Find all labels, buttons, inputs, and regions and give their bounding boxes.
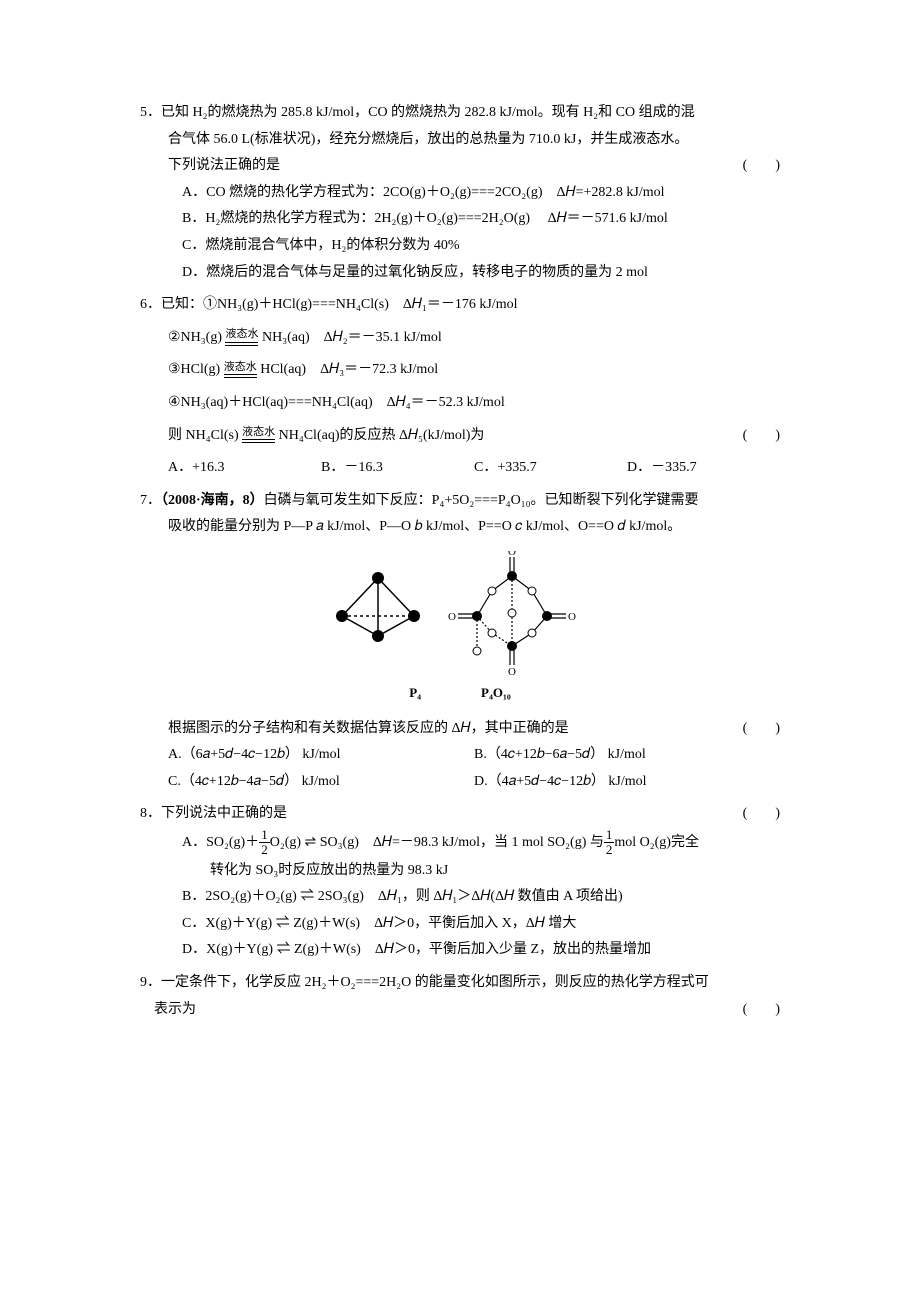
svg-text:O: O bbox=[508, 666, 516, 678]
q5-optD: D．燃烧后的混合气体与足量的过氧化钠反应，转移电子的物质的量为 2 mol bbox=[140, 260, 780, 287]
q7-optD: D.（4𝑎+5𝑑−4𝑐−12𝑏） kJ/mol bbox=[474, 769, 780, 796]
q8-paren: ( ) bbox=[743, 801, 780, 828]
p4-structure-icon bbox=[328, 566, 438, 666]
q6-l5b: NH₄Cl(aq)的反应热 Δ𝐻₅(kJ/mol)为 bbox=[279, 428, 485, 443]
q9-number: 9． bbox=[140, 975, 161, 990]
q7-optC: C.（4𝑐+12𝑏−4𝑎−5𝑑） kJ/mol bbox=[168, 769, 474, 796]
q7-stem3-row: 根据图示的分子结构和有关数据估算该反应的 Δ𝐻，其中正确的是 ( ) bbox=[140, 716, 780, 743]
q5-stem3: 下列说法正确的是 bbox=[168, 158, 280, 173]
q7-stem-line1: 7．（2008·海南，8）白磷与氧可发生如下反应：P₄+5O₂===P₄O₁₀。… bbox=[140, 488, 780, 515]
q7-number: 7． bbox=[140, 493, 161, 508]
question-7: 7．（2008·海南，8）白磷与氧可发生如下反应：P₄+5O₂===P₄O₁₀。… bbox=[140, 488, 780, 796]
q7-stem1: 白磷与氧可发生如下反应：P₄+5O₂===P₄O₁₀。已知断裂下列化学键需要 bbox=[264, 493, 699, 508]
q6-l2b: NH₃(aq) Δ𝐻₂＝－35.1 kJ/mol bbox=[262, 330, 442, 345]
q5-paren: ( ) bbox=[743, 153, 780, 180]
q9-stem1: 一定条件下，化学反应 2H₂＋O₂===2H₂O 的能量变化如图所示，则反应的热… bbox=[161, 975, 709, 990]
q6-l2-cond: 液态水 bbox=[225, 328, 258, 346]
q5-stem2: 合气体 56.0 L(标准状况)，经充分燃烧后，放出的总热量为 710.0 kJ… bbox=[140, 127, 780, 154]
q8-frac2: 12 bbox=[604, 828, 615, 858]
q8-A1: A．SO₂(g)＋ bbox=[182, 835, 259, 850]
q7-fig-label1: P₄ bbox=[409, 681, 421, 706]
q5-stem1: 已知 H₂的燃烧热为 285.8 kJ/mol，CO 的燃烧热为 282.8 k… bbox=[161, 105, 695, 120]
svg-text:O: O bbox=[568, 611, 576, 623]
q6-l5a: 则 NH₄Cl(s) bbox=[168, 428, 239, 443]
q7-stem2: 吸收的能量分别为 P—P 𝑎 kJ/mol、P—O 𝑏 kJ/mol、P==O … bbox=[140, 514, 780, 541]
q6-stem1: 已知：①NH₃(g)＋HCl(g)===NH₄Cl(s) Δ𝐻₁＝－176 kJ… bbox=[161, 297, 517, 312]
p4o10-structure-icon: O O O O bbox=[442, 551, 592, 681]
q6-l5-cond: 液态水 bbox=[242, 426, 275, 444]
question-8: 8．下列说法中正确的是 ( ) A．SO₂(g)＋12O₂(g) ⇌ SO₃(g… bbox=[140, 801, 780, 964]
q7-source: （2008·海南，8） bbox=[161, 493, 264, 508]
q5-optA: A．CO 燃烧的热化学方程式为：2CO(g)＋O₂(g)===2CO₂(g) Δ… bbox=[140, 180, 780, 207]
q7-optA: A.（6𝑎+5𝑑−4𝑐−12𝑏） kJ/mol bbox=[168, 742, 474, 769]
q8-number: 8． bbox=[140, 806, 161, 821]
q6-paren: ( ) bbox=[743, 423, 780, 450]
q8-optA-line2: 转化为 SO₃时反应放出的热量为 98.3 kJ bbox=[140, 858, 780, 885]
q7-stem3: 根据图示的分子结构和有关数据估算该反应的 Δ𝐻，其中正确的是 bbox=[168, 721, 569, 736]
q6-l3-cond: 液态水 bbox=[224, 361, 257, 379]
q7-options-row2: C.（4𝑐+12𝑏−4𝑎−5𝑑） kJ/mol D.（4𝑎+5𝑑−4𝑐−12𝑏）… bbox=[140, 769, 780, 796]
q6-stem-line1: 6．已知：①NH₃(g)＋HCl(g)===NH₄Cl(s) Δ𝐻₁＝－176 … bbox=[140, 292, 780, 319]
page-container: 5．已知 H₂的燃烧热为 285.8 kJ/mol，CO 的燃烧热为 282.8… bbox=[70, 0, 850, 1089]
q8-optA-line1: A．SO₂(g)＋12O₂(g) ⇌ SO₃(g) Δ𝐻=－98.3 kJ/mo… bbox=[140, 828, 780, 858]
q6-l3a: ③HCl(g) bbox=[168, 362, 220, 377]
q9-stem-line1: 9．一定条件下，化学反应 2H₂＋O₂===2H₂O 的能量变化如图所示，则反应… bbox=[140, 970, 780, 997]
q6-optA: A．+16.3 bbox=[168, 455, 321, 482]
q9-stem2: 表示为 bbox=[154, 1002, 196, 1017]
q5-stem-line1: 5．已知 H₂的燃烧热为 285.8 kJ/mol，CO 的燃烧热为 282.8… bbox=[140, 100, 780, 127]
q5-optC: C．燃烧前混合气体中，H₂的体积分数为 40% bbox=[140, 233, 780, 260]
q7-fig-label2: P₄O₁₀ bbox=[481, 681, 511, 706]
q6-l3b: HCl(aq) Δ𝐻₃＝－72.3 kJ/mol bbox=[260, 362, 438, 377]
q9-stem2-row: 表示为 ( ) bbox=[140, 997, 780, 1024]
q7-figure: O O O O P₄ P₄O₁₀ bbox=[140, 551, 780, 706]
q5-number: 5． bbox=[140, 105, 161, 120]
q6-line5: 则 NH₄Cl(s) 液态水 NH₄Cl(aq)的反应热 Δ𝐻₅(kJ/mol)… bbox=[140, 423, 780, 450]
q8-stem: 下列说法中正确的是 bbox=[161, 806, 287, 821]
q7-options-row1: A.（6𝑎+5𝑑−4𝑐−12𝑏） kJ/mol B.（4𝑐+12𝑏−6𝑎−5𝑑）… bbox=[140, 742, 780, 769]
q5-stem3-row: 下列说法正确的是 ( ) bbox=[140, 153, 780, 180]
svg-text:O: O bbox=[508, 551, 516, 558]
q6-line3: ③HCl(g) 液态水 HCl(aq) Δ𝐻₃＝－72.3 kJ/mol bbox=[140, 357, 780, 384]
q8-A2: O₂(g) ⇌ SO₃(g) Δ𝐻=－98.3 kJ/mol，当 1 mol S… bbox=[270, 835, 604, 850]
q9-paren: ( ) bbox=[743, 997, 780, 1024]
q6-optB: B．－16.3 bbox=[321, 455, 474, 482]
q8-frac1: 12 bbox=[259, 828, 270, 858]
q6-number: 6． bbox=[140, 297, 161, 312]
q7-paren: ( ) bbox=[743, 716, 780, 743]
q6-line4: ④NH₃(aq)＋HCl(aq)===NH₄Cl(aq) Δ𝐻₄＝－52.3 k… bbox=[140, 390, 780, 417]
q6-l2a: ②NH₃(g) bbox=[168, 330, 222, 345]
q8-optB: B．2SO₂(g)＋O₂(g) ⇌ 2SO₃(g) Δ𝐻₁，则 Δ𝐻₁＞Δ𝐻(Δ… bbox=[140, 884, 780, 911]
q6-line2: ②NH₃(g) 液态水 NH₃(aq) Δ𝐻₂＝－35.1 kJ/mol bbox=[140, 325, 780, 352]
svg-text:O: O bbox=[448, 611, 456, 623]
question-6: 6．已知：①NH₃(g)＋HCl(g)===NH₄Cl(s) Δ𝐻₁＝－176 … bbox=[140, 292, 780, 482]
q5-optB: B．H₂燃烧的热化学方程式为：2H₂(g)＋O₂(g)===2H₂O(g) Δ𝐻… bbox=[140, 206, 780, 233]
q6-optD: D．－335.7 bbox=[627, 455, 780, 482]
q8-stem-row: 8．下列说法中正确的是 ( ) bbox=[140, 801, 780, 828]
q8-A3: mol O₂(g)完全 bbox=[614, 835, 699, 850]
q8-optD: D．X(g)＋Y(g) ⇌ Z(g)＋W(s) Δ𝐻＞0，平衡后加入少量 Z，放… bbox=[140, 937, 780, 964]
q6-options: A．+16.3 B．－16.3 C．+335.7 D．－335.7 bbox=[140, 455, 780, 482]
q6-optC: C．+335.7 bbox=[474, 455, 627, 482]
question-5: 5．已知 H₂的燃烧热为 285.8 kJ/mol，CO 的燃烧热为 282.8… bbox=[140, 100, 780, 286]
q7-optB: B.（4𝑐+12𝑏−6𝑎−5𝑑） kJ/mol bbox=[474, 742, 780, 769]
q8-optC: C．X(g)＋Y(g) ⇌ Z(g)＋W(s) Δ𝐻＞0，平衡后加入 X，Δ𝐻 … bbox=[140, 911, 780, 938]
question-9: 9．一定条件下，化学反应 2H₂＋O₂===2H₂O 的能量变化如图所示，则反应… bbox=[140, 970, 780, 1023]
